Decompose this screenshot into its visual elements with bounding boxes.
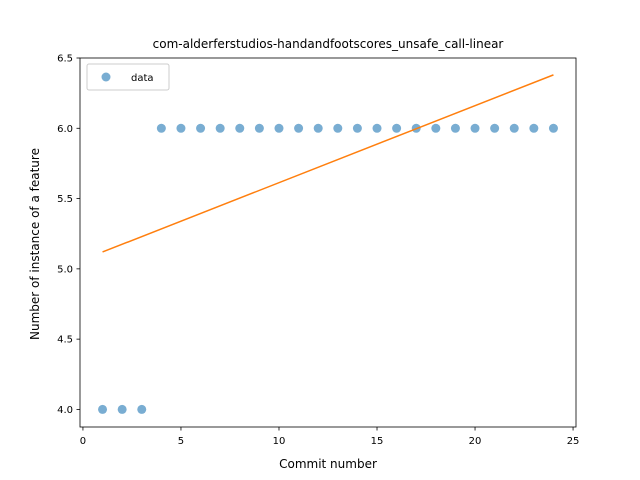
data-point bbox=[490, 123, 500, 133]
axes: 0 5 10 15 20 25 4.0 4.5 5.0 5.5 6.0 6.5 bbox=[57, 54, 579, 448]
y-tick-label: 4.0 bbox=[57, 405, 73, 416]
data-point bbox=[333, 123, 343, 133]
data-point bbox=[98, 404, 108, 414]
data-point bbox=[235, 123, 245, 133]
y-tick-label: 5.5 bbox=[57, 194, 73, 205]
data-point bbox=[509, 123, 519, 133]
data-point bbox=[156, 123, 166, 133]
data-point bbox=[372, 123, 382, 133]
plot-area bbox=[98, 74, 558, 414]
data-point bbox=[529, 123, 539, 133]
fit-line bbox=[102, 74, 554, 253]
y-tick-label: 5.0 bbox=[57, 264, 73, 275]
data-point bbox=[137, 404, 147, 414]
x-tick-label: 15 bbox=[371, 436, 384, 447]
x-tick-label: 0 bbox=[80, 436, 86, 447]
data-point bbox=[176, 123, 186, 133]
data-point bbox=[196, 123, 206, 133]
legend: data bbox=[86, 63, 170, 91]
x-tick-label: 25 bbox=[567, 436, 580, 447]
data-point bbox=[117, 404, 127, 414]
x-tick-label: 5 bbox=[178, 436, 184, 447]
x-tick-label: 10 bbox=[273, 436, 286, 447]
y-tick-label: 6.0 bbox=[57, 124, 73, 135]
data-point bbox=[548, 123, 558, 133]
legend-label-data: data bbox=[131, 73, 154, 84]
chart-title: com-alderferstudios-handandfootscores_un… bbox=[153, 37, 504, 51]
data-point bbox=[215, 123, 225, 133]
data-point bbox=[274, 123, 284, 133]
legend-box bbox=[86, 63, 170, 91]
data-point bbox=[254, 123, 264, 133]
x-axis-label: Commit number bbox=[279, 457, 377, 471]
data-point bbox=[431, 123, 441, 133]
data-point bbox=[294, 123, 304, 133]
x-tick-label: 20 bbox=[469, 436, 482, 447]
data-point bbox=[392, 123, 402, 133]
data-point bbox=[450, 123, 460, 133]
data-point bbox=[470, 123, 480, 133]
y-tick-label: 4.5 bbox=[57, 335, 73, 346]
data-point bbox=[313, 123, 323, 133]
data-point bbox=[352, 123, 362, 133]
y-tick-label: 6.5 bbox=[57, 54, 73, 65]
legend-marker-data bbox=[101, 72, 111, 82]
y-axis-label: Number of instance of a feature bbox=[28, 148, 42, 340]
plot-frame bbox=[79, 57, 577, 428]
